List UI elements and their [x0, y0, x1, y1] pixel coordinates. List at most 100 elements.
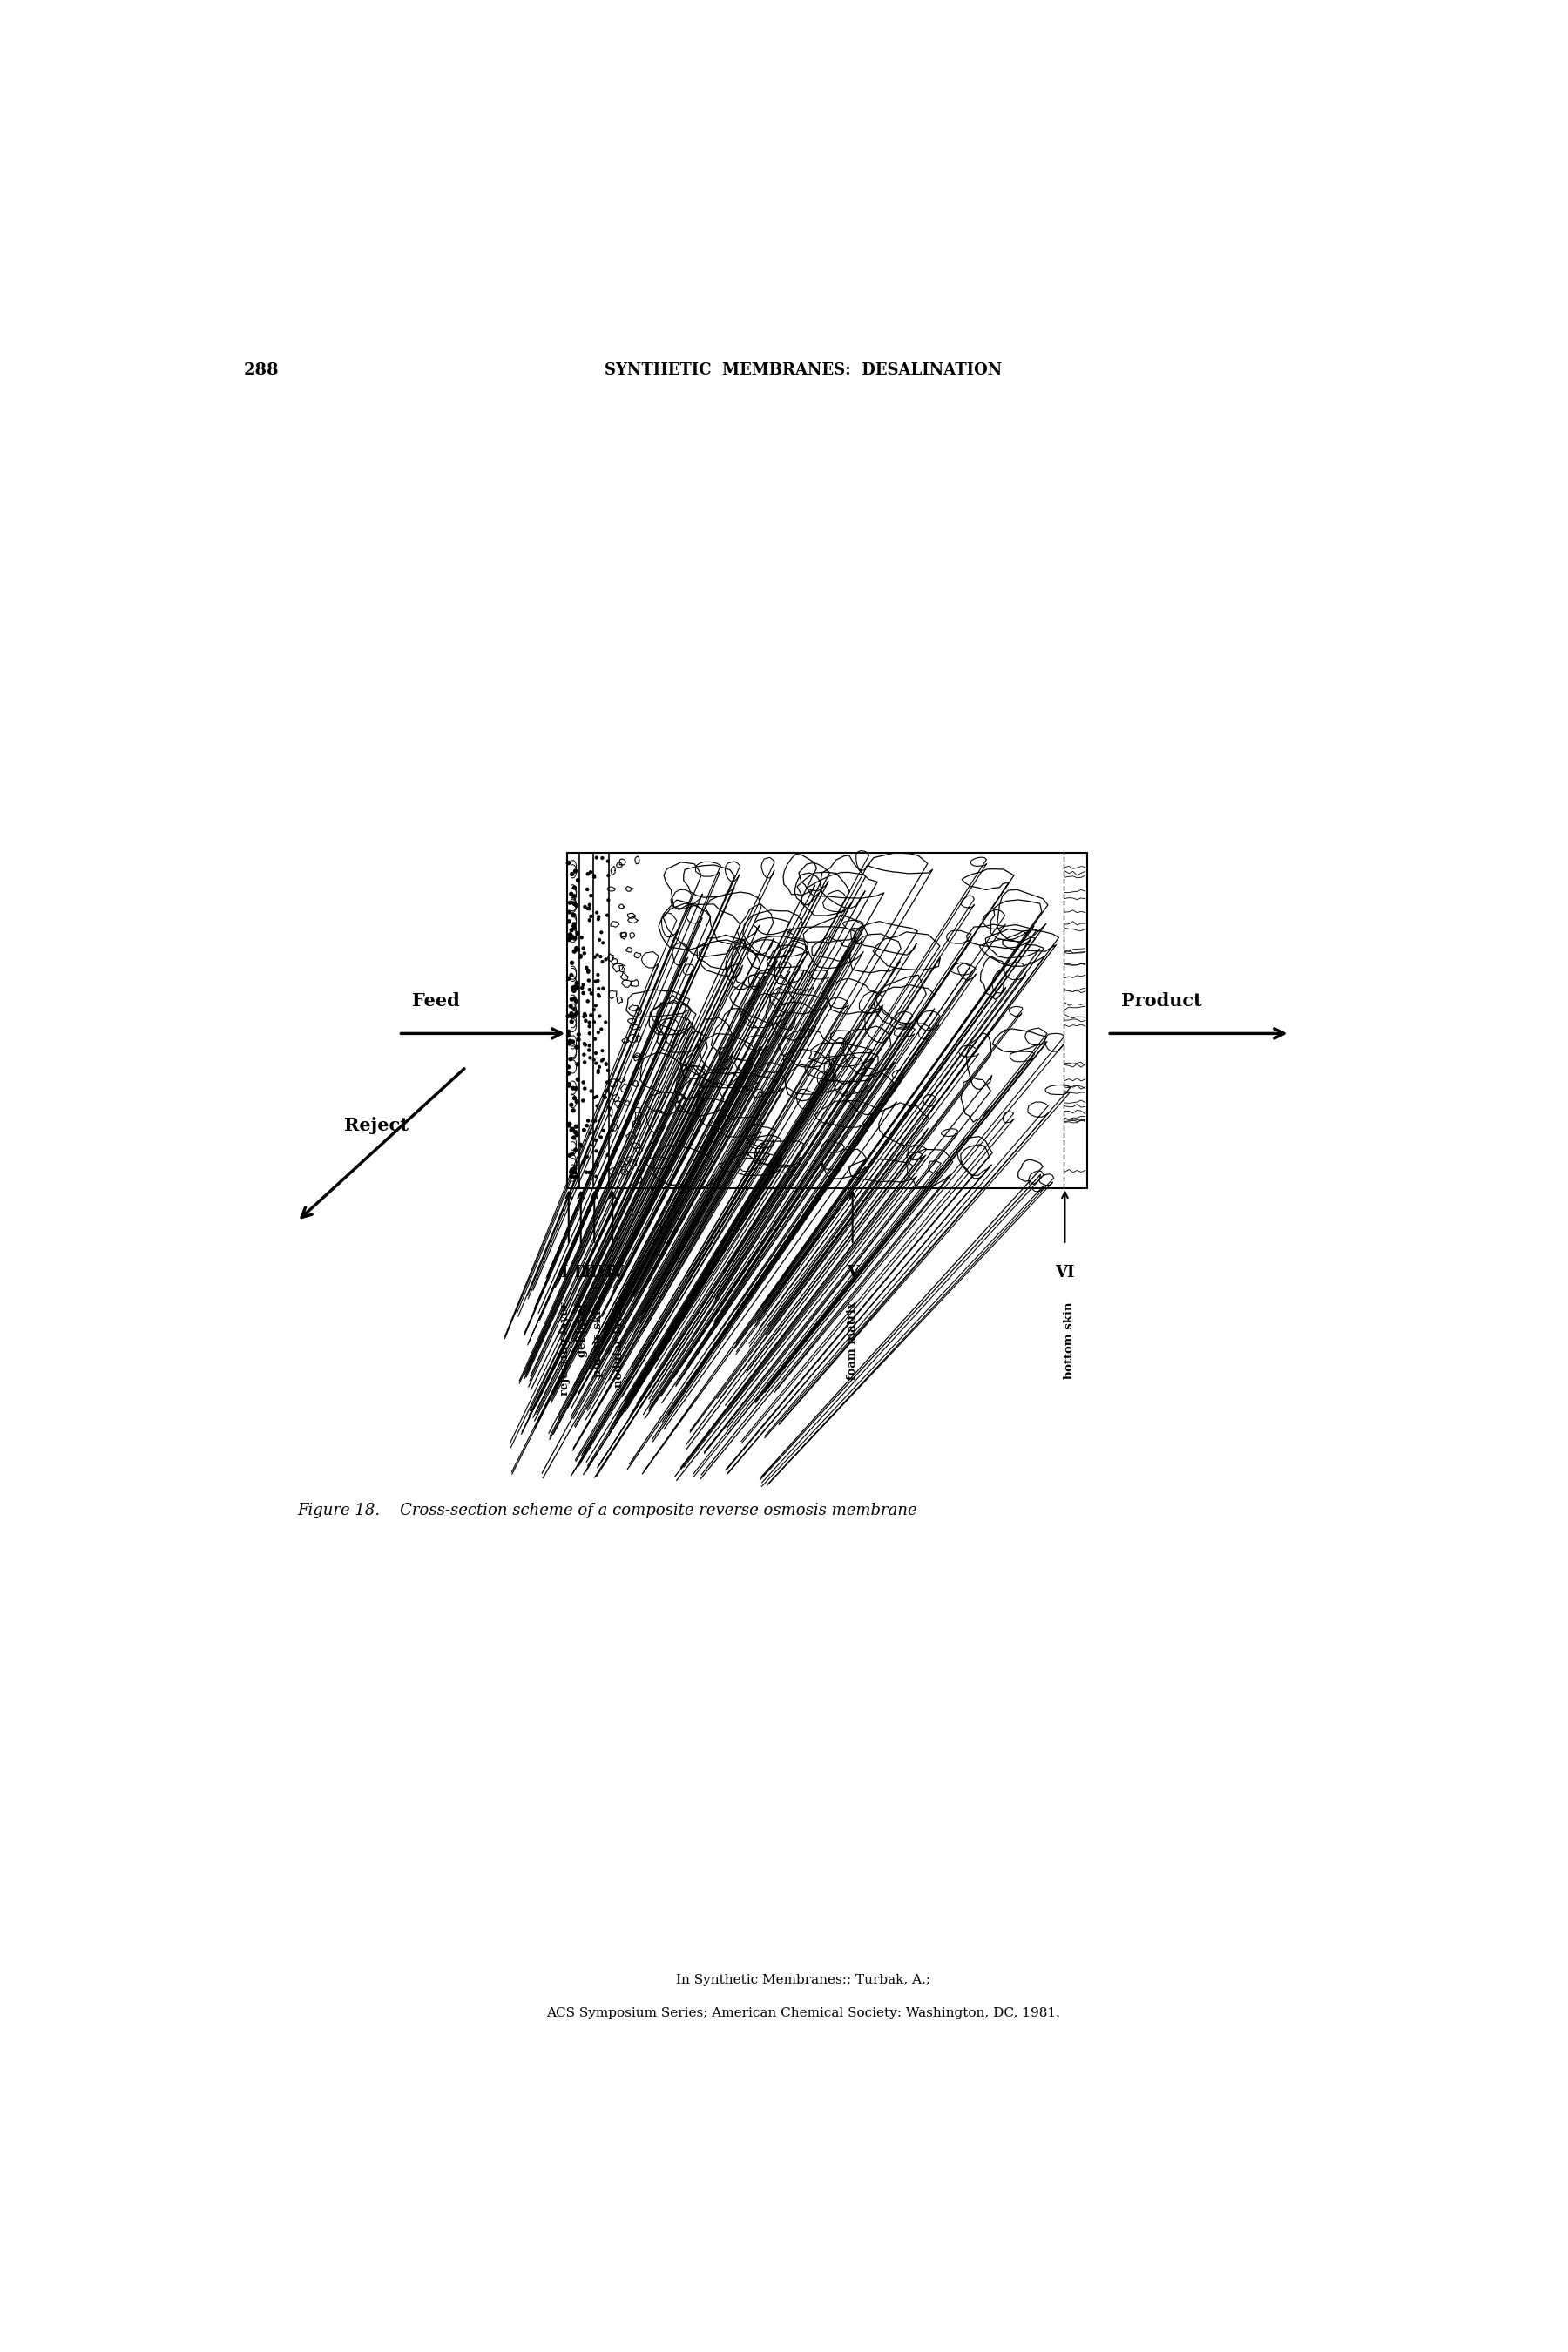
Circle shape: [571, 985, 575, 990]
Circle shape: [572, 997, 575, 1000]
Circle shape: [605, 1082, 608, 1084]
Circle shape: [588, 978, 590, 981]
Circle shape: [602, 988, 604, 990]
Circle shape: [569, 929, 574, 931]
Circle shape: [588, 908, 591, 910]
Circle shape: [594, 1120, 596, 1122]
Circle shape: [604, 1096, 607, 1098]
Circle shape: [572, 1007, 575, 1011]
Circle shape: [572, 988, 575, 993]
Circle shape: [582, 1082, 585, 1084]
Circle shape: [590, 915, 593, 917]
Bar: [568, 851, 1087, 1188]
Text: 288: 288: [243, 362, 279, 379]
Circle shape: [590, 1089, 593, 1091]
Circle shape: [577, 1037, 580, 1042]
Text: gel layer: gel layer: [577, 1301, 588, 1357]
Circle shape: [586, 969, 590, 971]
Circle shape: [588, 1025, 591, 1028]
Circle shape: [569, 901, 572, 906]
Circle shape: [572, 913, 575, 917]
Circle shape: [572, 894, 575, 898]
Circle shape: [599, 1136, 602, 1138]
Circle shape: [597, 974, 599, 976]
Circle shape: [605, 1063, 607, 1065]
Circle shape: [597, 915, 601, 917]
Text: rejecting layer: rejecting layer: [558, 1301, 571, 1395]
Circle shape: [566, 1035, 571, 1037]
Bar: [568, 851, 1087, 1188]
Circle shape: [583, 1042, 586, 1044]
Circle shape: [588, 1044, 591, 1047]
Circle shape: [588, 988, 591, 990]
Circle shape: [597, 938, 601, 941]
Circle shape: [577, 1033, 580, 1037]
Circle shape: [593, 1058, 596, 1061]
Circle shape: [590, 993, 593, 995]
Text: VI: VI: [1055, 1265, 1074, 1279]
Circle shape: [574, 1167, 577, 1169]
Circle shape: [597, 917, 599, 920]
Circle shape: [575, 981, 579, 985]
Circle shape: [572, 1014, 577, 1018]
Circle shape: [586, 1120, 590, 1122]
Circle shape: [590, 870, 591, 873]
Circle shape: [594, 1004, 597, 1007]
Circle shape: [572, 913, 575, 917]
Text: III: III: [583, 1265, 605, 1279]
Circle shape: [605, 1167, 608, 1169]
Text: SYNTHETIC  MEMBRANES:  DESALINATION: SYNTHETIC MEMBRANES: DESALINATION: [605, 362, 1002, 379]
Circle shape: [572, 922, 575, 927]
Circle shape: [569, 891, 572, 896]
Circle shape: [579, 955, 582, 957]
Text: nodular layer: nodular layer: [613, 1301, 624, 1388]
Circle shape: [596, 955, 599, 957]
Circle shape: [574, 1131, 577, 1134]
Circle shape: [605, 1063, 607, 1065]
Circle shape: [590, 1014, 593, 1016]
Circle shape: [597, 1030, 599, 1033]
Circle shape: [605, 1089, 608, 1091]
Circle shape: [588, 920, 591, 922]
Circle shape: [586, 908, 590, 910]
Circle shape: [569, 1004, 572, 1007]
Circle shape: [566, 1042, 571, 1044]
Circle shape: [590, 1056, 591, 1058]
Circle shape: [585, 1124, 588, 1127]
Circle shape: [574, 936, 577, 941]
Circle shape: [601, 960, 604, 962]
Circle shape: [569, 1103, 572, 1105]
Circle shape: [585, 1171, 588, 1174]
Circle shape: [572, 950, 575, 953]
Circle shape: [575, 903, 579, 908]
Circle shape: [571, 1152, 574, 1155]
Circle shape: [580, 985, 583, 990]
Circle shape: [583, 1061, 586, 1063]
Circle shape: [607, 1070, 608, 1073]
Circle shape: [601, 1028, 602, 1030]
Circle shape: [586, 971, 590, 974]
Circle shape: [582, 993, 585, 995]
Circle shape: [571, 873, 574, 875]
Circle shape: [601, 931, 602, 934]
Circle shape: [586, 873, 590, 875]
Circle shape: [583, 906, 586, 908]
Circle shape: [568, 1084, 571, 1087]
Circle shape: [574, 1124, 577, 1129]
Text: ACS Symposium Series; American Chemical Society: Washington, DC, 1981.: ACS Symposium Series; American Chemical …: [547, 2006, 1060, 2020]
Circle shape: [585, 1155, 588, 1157]
Circle shape: [594, 1051, 597, 1054]
Circle shape: [572, 1176, 577, 1178]
Circle shape: [574, 985, 577, 988]
Circle shape: [569, 1014, 572, 1018]
Circle shape: [588, 1171, 591, 1174]
Circle shape: [571, 962, 574, 964]
Circle shape: [582, 1162, 585, 1164]
Circle shape: [568, 1155, 571, 1157]
Circle shape: [586, 1000, 590, 1002]
Circle shape: [601, 856, 604, 858]
Circle shape: [594, 981, 597, 983]
Circle shape: [593, 875, 596, 877]
Circle shape: [568, 920, 571, 922]
Circle shape: [582, 948, 585, 950]
